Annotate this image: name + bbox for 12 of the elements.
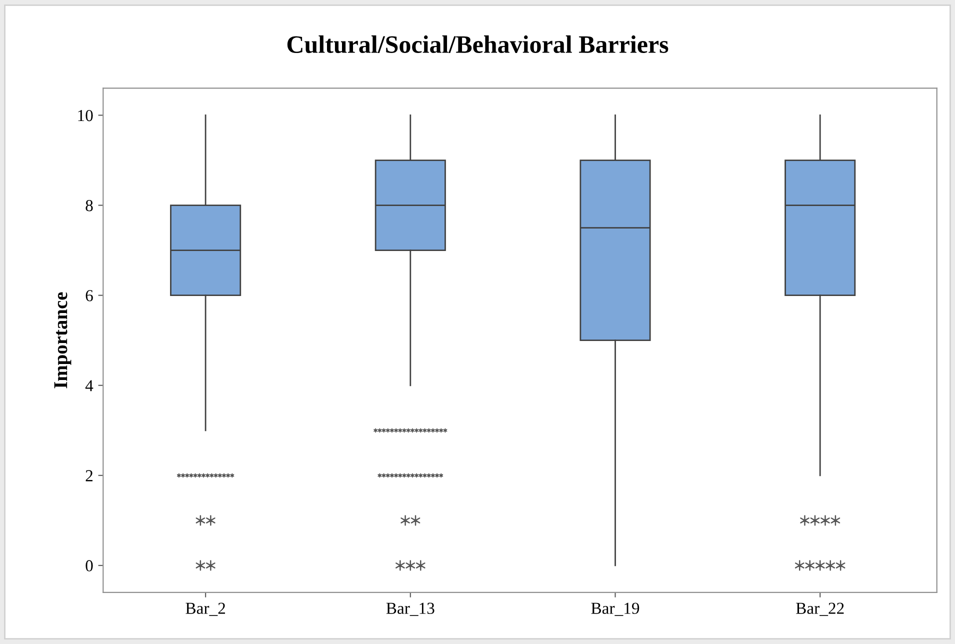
- y-tick-label: 2: [86, 470, 92, 482]
- y-axis-title: Importance: [54, 292, 72, 388]
- y-tick-label: 8: [86, 200, 93, 212]
- x-tick-label: Bar_22: [796, 602, 844, 616]
- y-tick-label: 4: [85, 380, 94, 392]
- x-tick-label: Bar_2: [186, 602, 226, 616]
- y-tick-label: 10: [78, 110, 93, 122]
- y-tick-label: 6: [86, 290, 93, 302]
- x-tick-label: Bar_19: [591, 602, 640, 616]
- x-tick-label: Bar_13: [386, 602, 434, 616]
- chart-title: Cultural/Social/Behavioral Barriers: [287, 35, 668, 54]
- y-tick-label: 0: [86, 560, 93, 572]
